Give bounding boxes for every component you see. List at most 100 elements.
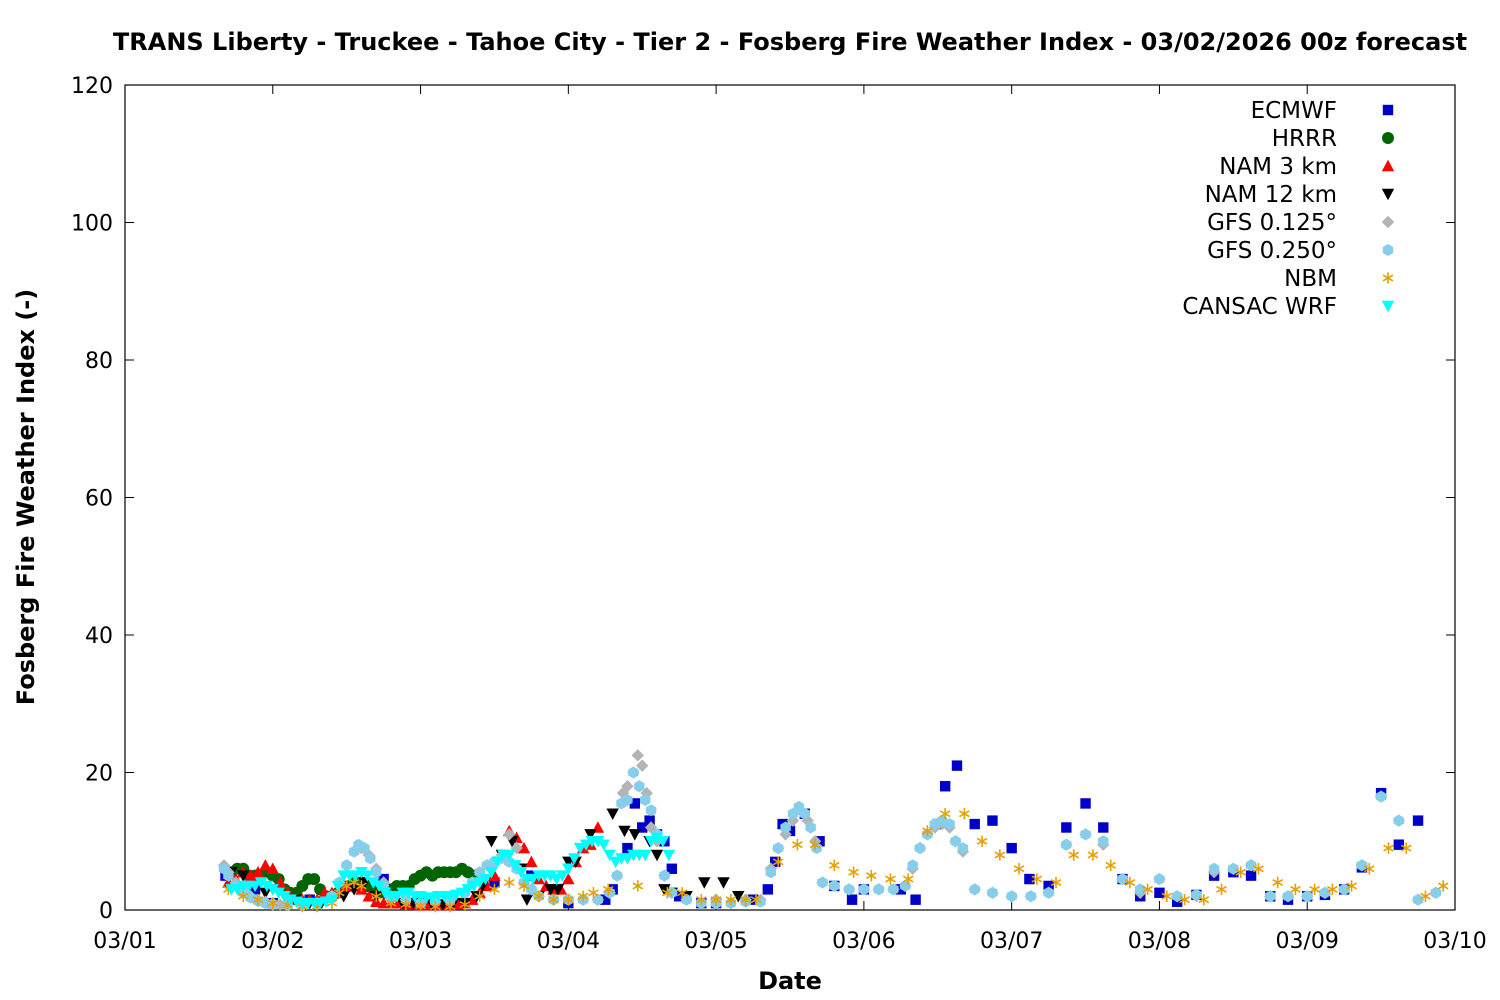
y-tick-label: 120	[71, 74, 113, 99]
data-point	[638, 849, 652, 862]
legend-marker	[1381, 300, 1395, 313]
data-point	[1050, 876, 1062, 889]
data-point	[378, 887, 392, 900]
data-point	[637, 822, 648, 833]
data-point	[551, 884, 565, 896]
data-point	[656, 836, 670, 848]
data-point	[1013, 863, 1025, 875]
data-point	[584, 829, 597, 841]
data-point	[1346, 880, 1357, 892]
data-point	[248, 880, 262, 893]
data-point	[266, 884, 279, 896]
data-point	[371, 866, 382, 879]
data-point	[1061, 822, 1072, 833]
data-point	[429, 900, 441, 913]
data-point	[1105, 859, 1117, 872]
x-tick-label: 03/08	[1128, 929, 1191, 954]
x-tick-label: 03/01	[93, 929, 156, 954]
data-point	[1006, 842, 1017, 854]
data-point	[695, 893, 707, 906]
data-point	[987, 815, 998, 826]
data-point	[957, 842, 969, 855]
data-point	[636, 759, 649, 772]
data-point	[770, 856, 781, 868]
data-point	[347, 884, 361, 896]
data-point	[577, 890, 589, 902]
data-point	[1265, 890, 1276, 903]
data-point	[640, 794, 651, 806]
data-point	[1043, 886, 1054, 899]
legend-label: ECMWF	[1251, 98, 1337, 124]
data-point	[355, 866, 368, 879]
data-point	[272, 887, 285, 900]
data-point	[591, 836, 605, 848]
data-point	[361, 870, 374, 882]
data-point	[611, 869, 623, 882]
data-point	[1245, 859, 1257, 872]
data-point	[644, 836, 658, 848]
data-point	[1117, 873, 1128, 886]
data-point	[976, 835, 988, 847]
legend-label: GFS 0.125°	[1207, 210, 1337, 236]
data-point	[467, 880, 480, 893]
data-point	[252, 893, 264, 906]
data-point	[444, 900, 456, 913]
data-point	[1161, 890, 1173, 902]
data-point	[1309, 883, 1320, 896]
data-point	[308, 873, 321, 886]
data-point	[325, 894, 339, 906]
data-point	[799, 807, 810, 820]
data-point	[1124, 876, 1136, 889]
y-tick-label: 20	[85, 762, 113, 787]
data-point	[762, 884, 774, 895]
data-point	[526, 873, 540, 886]
chart-title: TRANS Liberty - Truckee - Tahoe City - T…	[113, 28, 1467, 56]
legend-marker	[1382, 244, 1394, 256]
x-tick-label: 03/06	[832, 929, 895, 954]
data-point	[1290, 883, 1301, 896]
data-point	[662, 849, 676, 862]
data-point	[485, 836, 498, 848]
data-point	[365, 852, 376, 865]
data-point	[621, 780, 634, 793]
legend-label: NAM 3 km	[1219, 154, 1337, 180]
data-point	[873, 883, 884, 896]
data-point	[622, 842, 633, 854]
data-point	[402, 887, 415, 900]
data-point	[331, 880, 344, 893]
data-point	[987, 886, 998, 899]
data-point	[550, 873, 563, 886]
data-point	[631, 749, 644, 762]
y-tick-label: 80	[85, 349, 113, 374]
data-point	[710, 893, 722, 906]
data-point	[592, 893, 604, 906]
data-point	[644, 815, 655, 826]
data-point	[829, 879, 840, 892]
data-point	[681, 893, 692, 906]
data-point	[562, 893, 574, 906]
data-point	[600, 894, 611, 905]
data-point	[750, 893, 762, 906]
data-point	[629, 798, 641, 809]
y-axis-label: Fosberg Fire Weather Index (-)	[12, 289, 40, 705]
x-tick-label: 03/02	[241, 929, 304, 954]
data-point	[526, 883, 537, 896]
data-point	[994, 849, 1006, 861]
data-point	[865, 869, 877, 882]
data-point	[1437, 880, 1449, 892]
x-tick-label: 03/05	[684, 929, 747, 954]
data-point	[237, 890, 249, 902]
legend-label: GFS 0.250°	[1207, 238, 1337, 264]
data-point	[1228, 862, 1239, 875]
data-point	[266, 862, 279, 874]
data-point	[944, 818, 955, 831]
data-point	[503, 876, 515, 889]
data-point	[922, 825, 933, 837]
data-point	[846, 894, 858, 905]
data-point	[914, 842, 926, 855]
data-point	[517, 841, 531, 854]
data-point	[606, 808, 619, 820]
data-point	[939, 808, 951, 820]
data-point	[461, 884, 475, 896]
